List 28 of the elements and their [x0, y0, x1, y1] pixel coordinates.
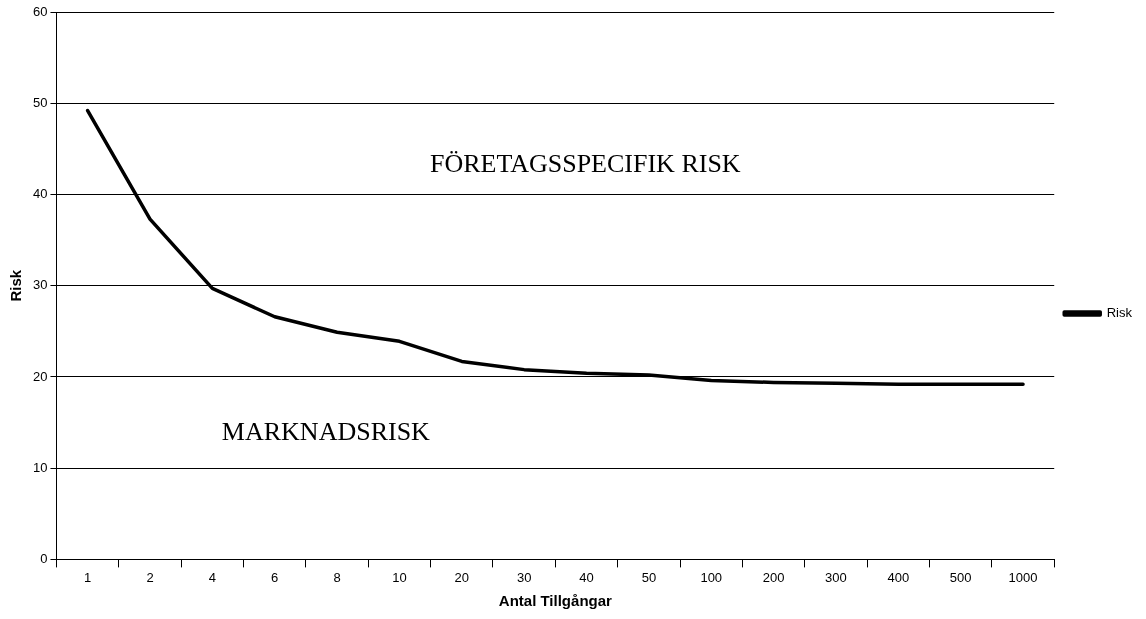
annotation: FÖRETAGSSPECIFIK RISK: [429, 149, 741, 179]
x-tick-label: 200: [762, 569, 785, 585]
x-tick-label: 500: [949, 569, 972, 585]
y-tick-label: 10: [32, 459, 48, 475]
x-tick-label: 1: [84, 569, 92, 585]
legend-label: Risk: [1106, 305, 1133, 321]
annotation: MARKNADSRISK: [221, 417, 431, 447]
x-tick-label: 4: [208, 569, 216, 585]
x-tick-label: 1000: [1008, 569, 1038, 585]
x-tick-label: 6: [271, 569, 279, 585]
x-tick-label: 40: [579, 569, 594, 585]
x-tick-label: 50: [641, 569, 657, 585]
x-axis-title: Antal Tillgångar: [498, 592, 613, 610]
y-tick-label: 40: [32, 186, 48, 202]
x-tick-label: 8: [333, 569, 341, 585]
x-tick-label: 30: [516, 569, 532, 585]
x-tick-label: 100: [700, 569, 723, 585]
y-tick-label: 30: [32, 277, 48, 293]
y-tick-label: 20: [32, 368, 48, 384]
x-tick-label: 2: [146, 569, 154, 585]
y-axis-title: Risk: [7, 269, 25, 302]
x-tick-label: 20: [454, 569, 470, 585]
y-tick-label: 60: [32, 3, 48, 19]
x-tick-label: 10: [392, 569, 407, 585]
x-tick-label: 300: [825, 569, 847, 585]
x-tick-label: 400: [887, 569, 910, 585]
y-tick-label: 0: [40, 550, 48, 566]
y-tick-label: 50: [32, 94, 48, 110]
